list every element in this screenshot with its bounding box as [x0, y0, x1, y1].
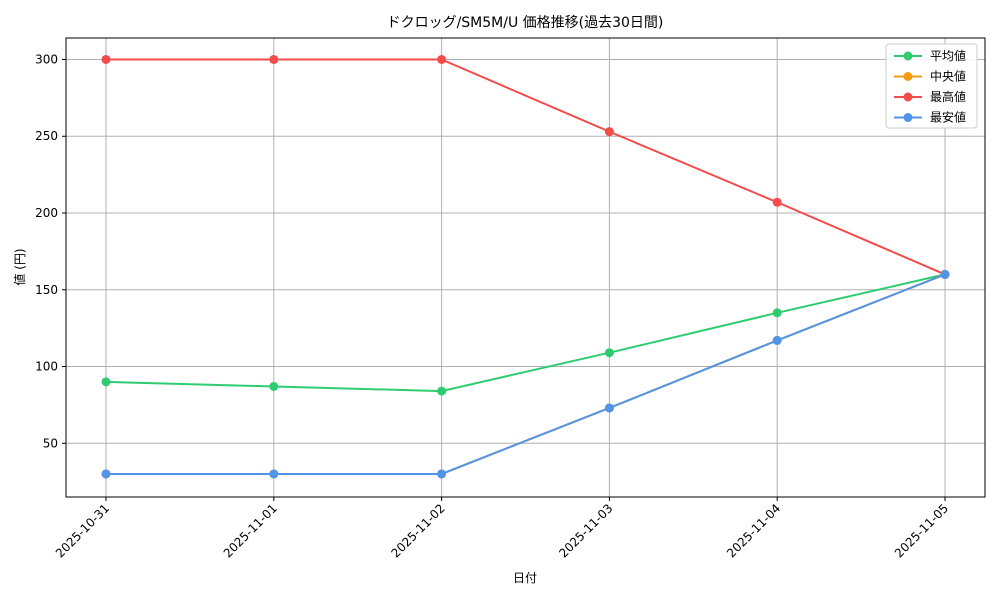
series-point-2 [604, 127, 614, 137]
y-tick-label: 150 [35, 283, 58, 297]
series-point-0 [604, 348, 614, 358]
series-line-0 [105, 273, 946, 393]
y-tick-label: 300 [35, 52, 58, 66]
legend-marker-2 [903, 92, 913, 102]
series-point-3 [437, 469, 447, 479]
series-line-3 [106, 273, 946, 475]
series-point-2 [269, 54, 279, 64]
y-tick-label: 100 [35, 360, 58, 374]
series-point-2 [437, 54, 447, 64]
series-point-3 [604, 403, 614, 413]
legend-label-1: 中央値 [930, 69, 966, 84]
series-group [101, 54, 950, 479]
x-axis-label: 日付 [513, 571, 537, 585]
chart-title: ドクロッグ/SM5M/U 価格推移(過去30日間) [387, 15, 664, 31]
series-point-3 [772, 335, 782, 345]
legend-marker-3 [903, 113, 913, 122]
series-point-3 [269, 469, 279, 479]
y-tick-label: 50 [43, 436, 58, 450]
legend-label-0: 平均値 [930, 48, 966, 63]
series-point-2 [772, 197, 782, 207]
legend-marker-1 [903, 72, 913, 81]
legend-box [885, 43, 978, 129]
series-point-0 [772, 308, 782, 318]
y-tick-label: 250 [35, 129, 58, 143]
series-point-0 [437, 386, 447, 396]
series-point-0 [101, 377, 111, 387]
legend-marker-0 [903, 51, 913, 61]
series-line-2 [106, 58, 946, 276]
series-point-3 [101, 469, 111, 479]
series-point-3 [940, 269, 950, 279]
y-axis-label: 値 (円) [12, 248, 27, 285]
series-point-2 [101, 54, 111, 64]
legend-label-2: 最高値 [930, 89, 966, 104]
plot-frame [65, 37, 986, 498]
legend-label-3: 最安値 [930, 110, 966, 125]
series-point-0 [269, 381, 279, 391]
y-tick-label: 200 [35, 206, 58, 220]
